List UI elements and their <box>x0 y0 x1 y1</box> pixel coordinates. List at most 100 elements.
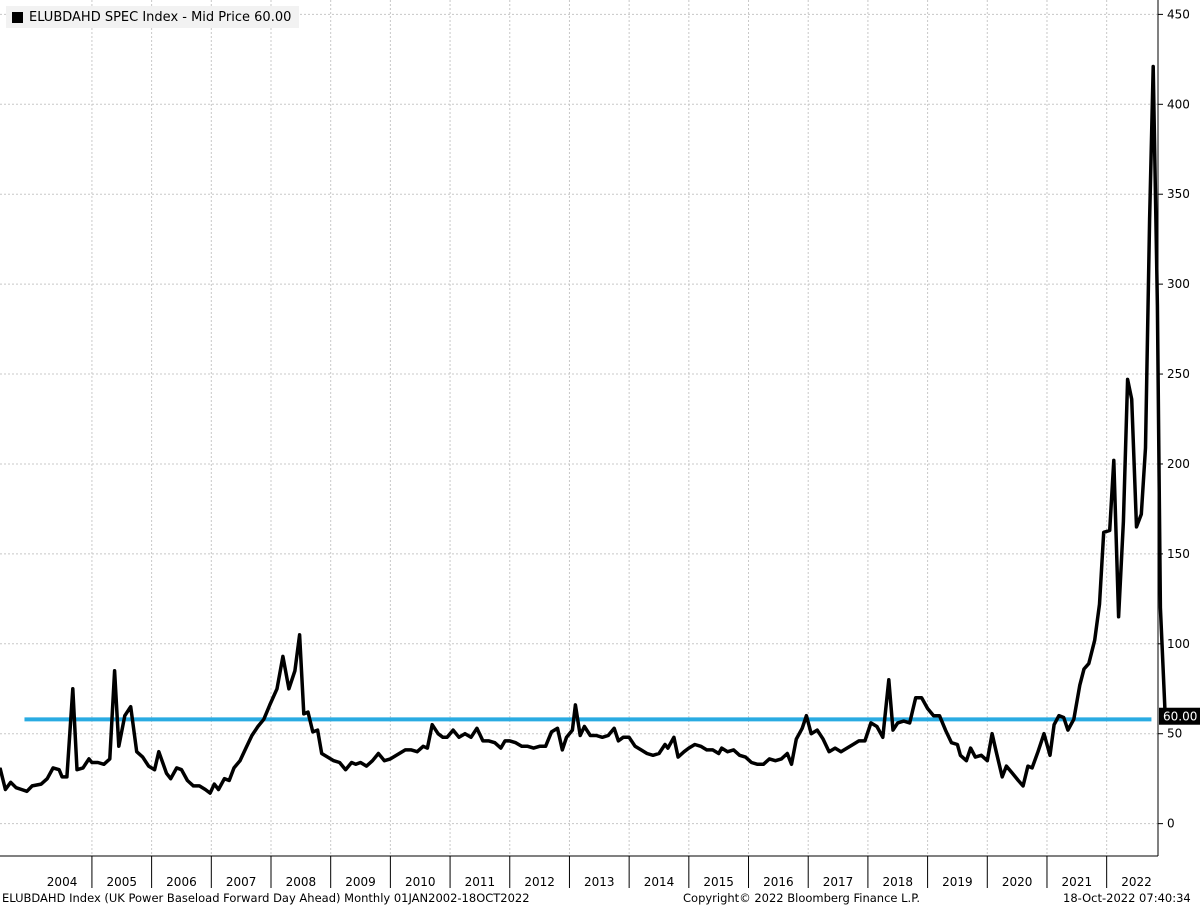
last-value-label-group: 60.00 <box>1159 707 1200 725</box>
data-point <box>733 749 735 751</box>
y-tick-label: 150 <box>1167 547 1190 561</box>
data-point <box>646 752 648 755</box>
data-point <box>88 758 90 760</box>
data-point <box>556 727 559 729</box>
data-point <box>822 738 824 740</box>
data-point <box>251 734 253 737</box>
data-point <box>1049 754 1051 756</box>
data-point <box>130 706 132 708</box>
data-point <box>136 751 138 753</box>
data-point <box>31 785 33 787</box>
data-point <box>40 783 42 785</box>
data-point <box>213 783 215 785</box>
data-point <box>0 767 1 769</box>
data-point <box>180 769 183 771</box>
data-point <box>1103 531 1105 533</box>
x-tick-label: 2019 <box>942 875 973 889</box>
data-point <box>1027 765 1029 767</box>
x-tick-label: 2022 <box>1121 875 1152 889</box>
data-point <box>66 776 68 778</box>
x-tick-label: 2020 <box>1002 875 1033 889</box>
last-value-box <box>1159 707 1200 725</box>
data-point <box>1031 767 1033 769</box>
data-point <box>186 779 188 782</box>
data-point <box>667 747 669 749</box>
data-point <box>694 743 696 746</box>
data-point <box>245 747 247 749</box>
data-point <box>980 754 982 756</box>
data-point <box>398 752 400 755</box>
data-point <box>933 715 935 717</box>
data-point <box>664 743 666 746</box>
data-point <box>359 761 362 764</box>
data-point <box>282 655 284 658</box>
data-point <box>1140 513 1142 515</box>
data-point <box>774 760 777 762</box>
data-point <box>1135 526 1138 528</box>
x-tick-label: 2005 <box>106 875 137 889</box>
data-point <box>339 761 341 764</box>
data-point <box>571 729 574 731</box>
data-point <box>870 722 872 724</box>
data-point <box>431 724 433 726</box>
data-point <box>1127 378 1129 380</box>
data-point <box>768 758 771 760</box>
data-point <box>677 756 679 758</box>
data-point <box>959 754 962 756</box>
data-point <box>383 760 385 762</box>
x-tick-label: 2009 <box>345 875 376 889</box>
data-point <box>500 747 502 749</box>
x-tick-label: 2016 <box>763 875 794 889</box>
y-tick-label: 300 <box>1167 277 1190 291</box>
data-point <box>658 752 660 755</box>
data-point <box>882 736 884 738</box>
data-point <box>795 738 797 740</box>
data-point <box>20 788 23 791</box>
x-tick-label: 2008 <box>286 875 317 889</box>
data-point <box>170 778 172 780</box>
data-point <box>688 747 690 749</box>
legend-label: ELUBDAHD SPEC Index - Mid Price 60.00 <box>29 9 292 25</box>
data-point <box>52 767 54 769</box>
data-point <box>970 747 972 749</box>
data-point <box>239 760 241 762</box>
data-point <box>1149 218 1151 220</box>
data-point <box>561 749 563 751</box>
data-point <box>217 788 220 791</box>
data-point <box>589 734 591 737</box>
data-point <box>46 778 48 780</box>
data-point <box>1011 772 1014 774</box>
data-point <box>442 736 444 738</box>
data-point <box>521 745 523 747</box>
data-point <box>1152 65 1154 68</box>
y-tick-label: 350 <box>1167 187 1190 201</box>
data-point <box>154 769 156 771</box>
data-point <box>700 745 702 747</box>
footer-copyright: Copyright© 2022 Bloomberg Finance L.P. <box>683 891 920 905</box>
data-point <box>1088 663 1090 665</box>
data-point <box>527 745 529 747</box>
data-point <box>317 729 319 731</box>
x-tick-label: 2012 <box>524 875 555 889</box>
x-tick-label: 2015 <box>703 875 734 889</box>
data-point <box>321 752 323 755</box>
data-point <box>176 767 178 769</box>
data-point <box>595 734 597 737</box>
data-point <box>1156 305 1158 307</box>
data-point <box>165 772 168 774</box>
data-point <box>333 760 335 762</box>
data-point <box>452 729 454 731</box>
x-tick-label: 2017 <box>823 875 854 889</box>
data-point <box>371 760 374 762</box>
y-tick-label: 450 <box>1167 7 1190 21</box>
data-point <box>617 740 620 742</box>
data-point <box>312 731 314 733</box>
data-point <box>377 752 379 755</box>
data-point <box>410 749 412 751</box>
data-point <box>622 736 624 738</box>
data-point <box>574 704 577 706</box>
data-point <box>470 736 472 738</box>
y-tick-label: 0 <box>1167 817 1175 831</box>
chart-legend: ELUBDAHD SPEC Index - Mid Price 60.00 <box>6 6 300 28</box>
